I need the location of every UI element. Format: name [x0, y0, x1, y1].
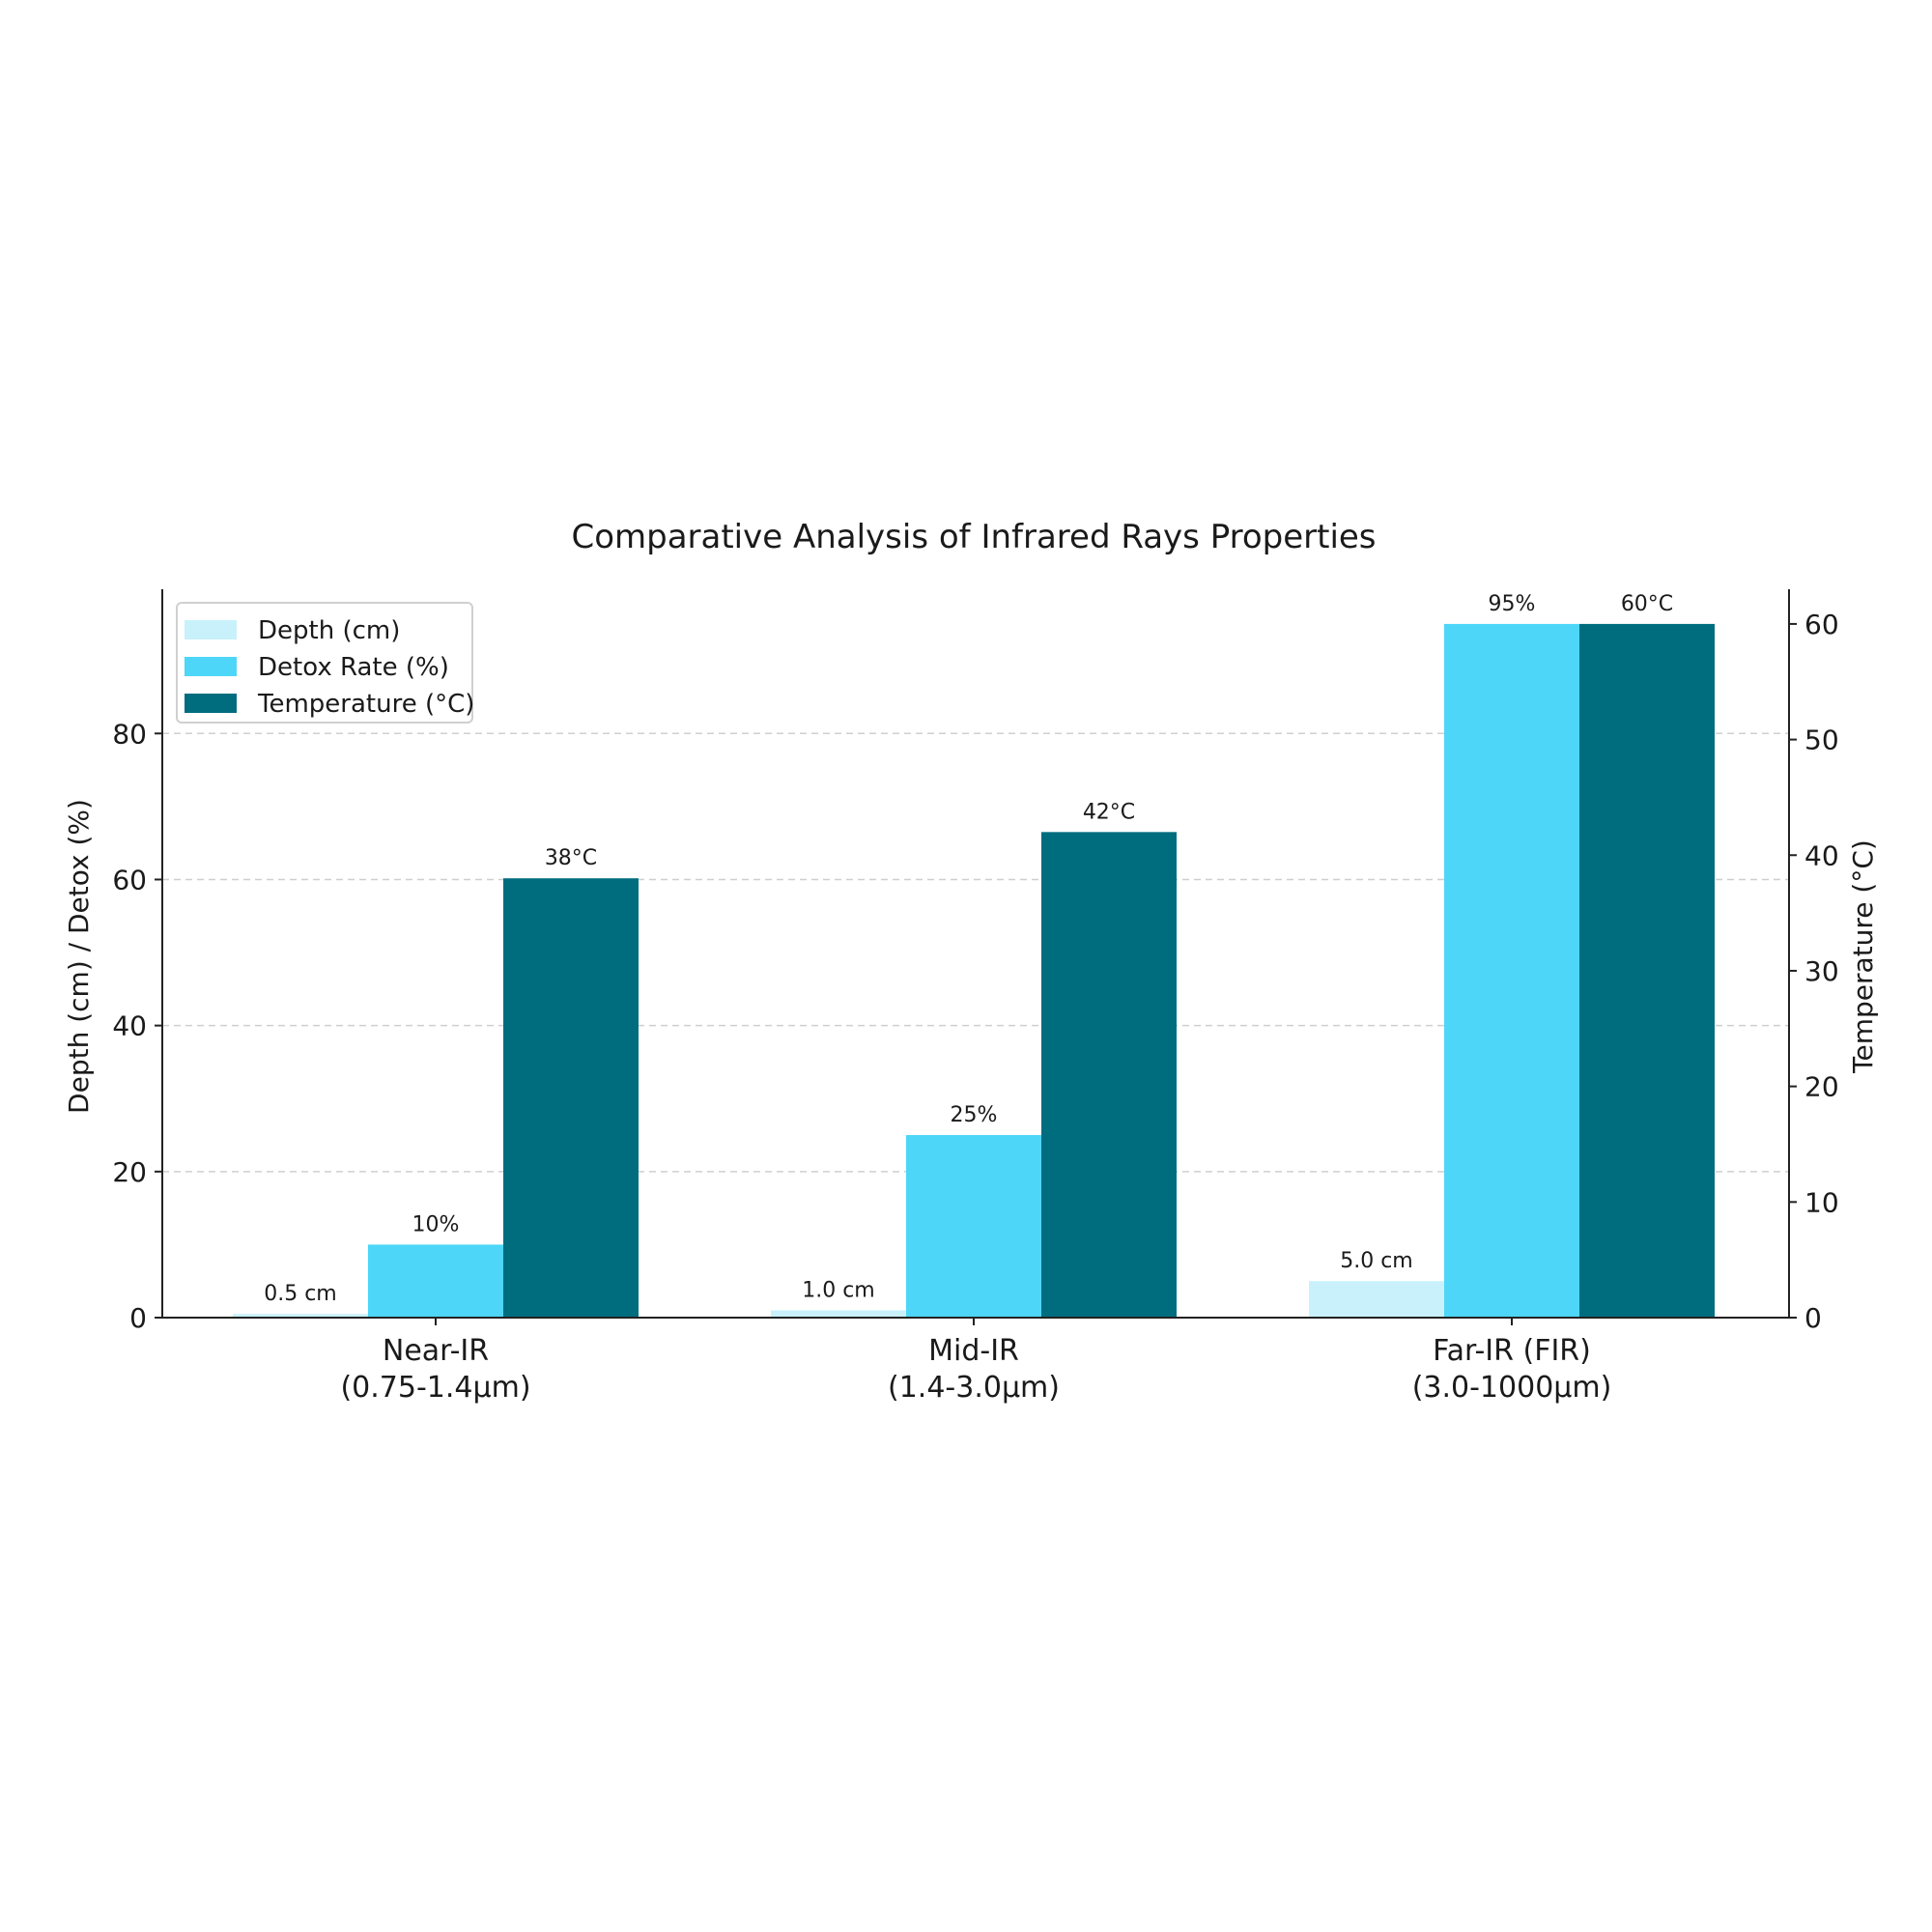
bar-temperature-c--0 — [503, 878, 639, 1318]
y-tick-label-left: 60 — [112, 864, 147, 895]
legend-label: Temperature (°C) — [257, 690, 474, 719]
legend: Depth (cm) Detox Rate (%) Temperature (°C) — [176, 602, 474, 724]
y-axis-label-right: Temperature (°C) — [1847, 839, 1879, 1074]
bar-temperature-c--1 — [1041, 832, 1177, 1318]
y-tick-label-right: 10 — [1804, 1186, 1839, 1218]
x-tick-label: Mid-IR — [928, 1334, 1019, 1368]
y-tick-label-right: 0 — [1804, 1302, 1822, 1334]
data-label: 60°C — [1621, 592, 1673, 616]
y-tick-label-left: 40 — [112, 1010, 147, 1042]
bar-depth-cm--0 — [233, 1314, 368, 1318]
y-tick-label-left: 0 — [129, 1302, 147, 1334]
data-label: 38°C — [545, 846, 597, 870]
axes: Near-IR(0.75-1.4µm) Mid-IR(1.4-3.0µm) Far-… — [112, 589, 1839, 1405]
data-label: 10% — [412, 1212, 460, 1236]
y-axis-label-left: Depth (cm) / Detox (%) — [63, 799, 95, 1114]
y-tick-label-right: 60 — [1804, 609, 1839, 640]
bars — [233, 623, 1715, 1318]
data-label: 42°C — [1083, 800, 1135, 824]
x-tick-label: (3.0-1000µm) — [1412, 1371, 1612, 1405]
bar-detox-rate--2 — [1444, 623, 1579, 1318]
data-label: 0.5 cm — [264, 1282, 337, 1306]
x-tick-label: Near-IR — [383, 1334, 489, 1368]
y-tick-label-right: 30 — [1804, 955, 1839, 987]
data-label: 25% — [951, 1103, 998, 1127]
legend-swatch — [185, 694, 237, 713]
data-label: 1.0 cm — [802, 1278, 875, 1302]
legend-label: Depth (cm) — [258, 616, 400, 645]
y-tick-label-left: 20 — [112, 1156, 147, 1188]
legend-swatch — [185, 657, 237, 676]
data-label: 5.0 cm — [1340, 1249, 1413, 1273]
legend-box — [176, 602, 473, 724]
y-tick-label-right: 50 — [1804, 724, 1839, 756]
x-tick-label: (1.4-3.0µm) — [888, 1371, 1060, 1405]
legend-label: Detox Rate (%) — [258, 653, 449, 682]
bar-depth-cm--2 — [1309, 1281, 1444, 1318]
data-labels: 0.5 cm 10% 38°C 1.0 cm 25% 42°C 5.0 cm 95% 60°C — [264, 592, 1673, 1306]
bar-detox-rate--0 — [368, 1244, 503, 1318]
x-tick-label: (0.75-1.4µm) — [340, 1371, 530, 1405]
y-tick-label-left: 80 — [112, 718, 147, 750]
x-tick-label: Far-IR (FIR) — [1433, 1334, 1591, 1368]
legend-swatch — [185, 620, 237, 639]
bar-temperature-c--2 — [1579, 623, 1715, 1318]
y-tick-label-right: 40 — [1804, 839, 1839, 871]
y-tick-label-right: 20 — [1804, 1071, 1839, 1103]
bar-detox-rate--1 — [906, 1135, 1041, 1318]
bar-depth-cm--1 — [771, 1310, 906, 1318]
data-label: 95% — [1489, 592, 1536, 616]
chart-title: Comparative Analysis of Infrared Rays Pr… — [571, 518, 1376, 556]
